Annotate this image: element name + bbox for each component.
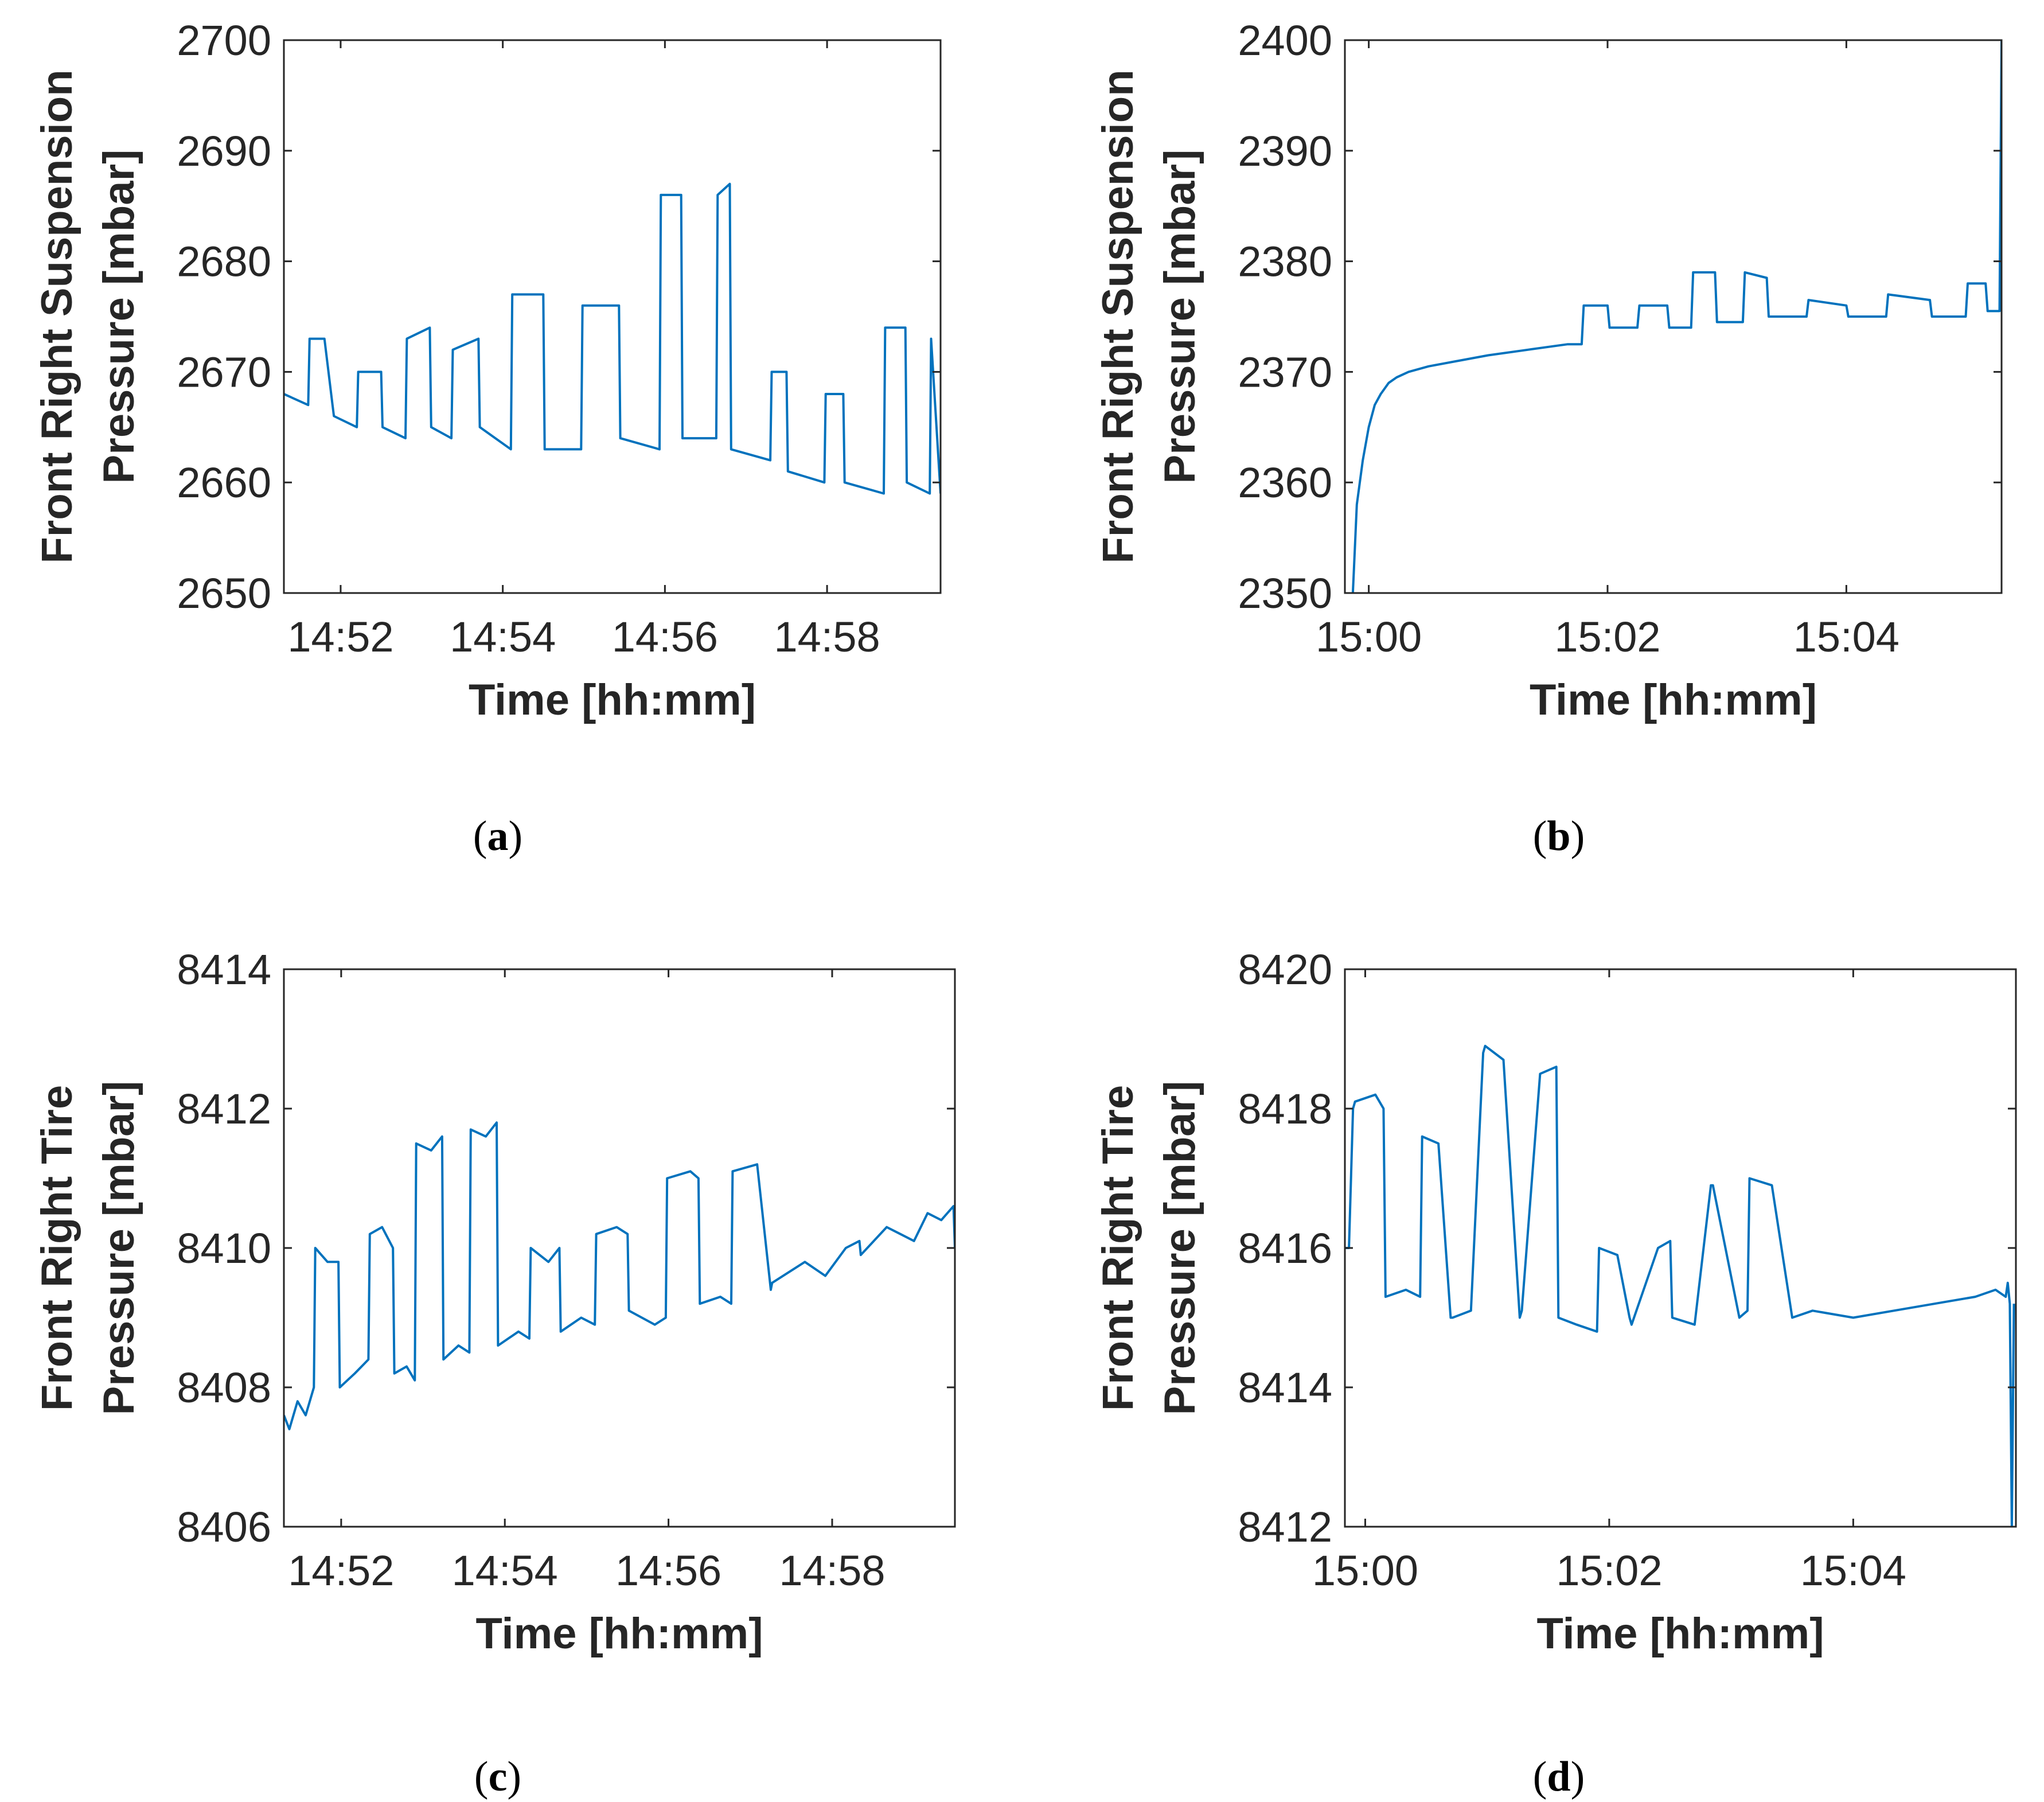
caption-paren: (: [473, 813, 487, 860]
series-line-c-0: [284, 1121, 955, 1430]
x-axis-title: Time [hh:mm]: [475, 1609, 763, 1658]
y-tick-label: 2400: [1238, 17, 1332, 64]
x-tick-label: 15:00: [1316, 613, 1422, 661]
caption-paren: (: [1533, 813, 1547, 860]
x-tick-label: 14:54: [452, 1547, 558, 1594]
caption-paren: (: [1533, 1753, 1547, 1800]
x-axis-title: Time [hh:mm]: [469, 676, 756, 724]
y-axis-title-line-1: Front Right Suspension: [33, 69, 81, 563]
caption-letter: b: [1547, 813, 1570, 860]
caption-letter: d: [1547, 1753, 1570, 1800]
y-tick-label: 2660: [177, 459, 271, 506]
y-tick-label: 8410: [177, 1224, 271, 1272]
x-tick-label: 15:02: [1556, 1547, 1662, 1594]
x-tick-label: 15:04: [1800, 1547, 1906, 1594]
y-tick-label: 8414: [177, 946, 271, 993]
x-tick-label: 14:58: [779, 1547, 885, 1594]
caption-paren: ): [1571, 813, 1585, 860]
x-tick-label: 15:02: [1554, 613, 1660, 661]
y-axis-title-line-2: Pressure [mbar]: [1156, 150, 1204, 484]
y-tick-label: 8408: [177, 1364, 271, 1411]
chart-panel-a: 2650 2660 2670 2680 2690 2700 14:52 14:54 14:56 1…: [33, 17, 942, 860]
y-tick-label: 2380: [1238, 238, 1332, 286]
x-tick-label: 14:56: [612, 613, 718, 661]
panel-caption: (a): [473, 813, 522, 860]
caption-paren: ): [509, 813, 523, 860]
y-tick-label: 2370: [1238, 348, 1332, 396]
caption-paren: ): [507, 1753, 521, 1800]
y-tick-label: 8418: [1238, 1085, 1332, 1133]
y-tick-label: 2670: [177, 348, 271, 396]
series-line-d-0: [1345, 1044, 2015, 1527]
y-tick-label: 2350: [1238, 570, 1332, 617]
y-tick-label: 2360: [1238, 459, 1332, 506]
y-tick-label: 8406: [177, 1503, 271, 1551]
y-axis-title-line-2: Pressure [mbar]: [95, 1081, 143, 1415]
y-tick-label: 8414: [1238, 1364, 1332, 1411]
caption-paren: ): [1571, 1753, 1585, 1800]
panel-caption: (d): [1533, 1753, 1585, 1800]
plot-frame: [283, 39, 942, 594]
x-tick-label: 15:04: [1793, 613, 1899, 661]
panel-caption: (b): [1533, 813, 1585, 860]
chart-panel-c: 8406 8408 8410 8412 8414 14:52 14:54 14:56 14:58…: [33, 946, 956, 1800]
y-axis-title-line-1: Front Right Tire: [33, 1085, 81, 1411]
plot-frame: [283, 968, 956, 1528]
y-tick-label: 2650: [177, 570, 271, 617]
panel-caption: (c): [474, 1753, 521, 1800]
plot-frame: [1344, 39, 2003, 594]
y-axis-title-line-1: Front Right Tire: [1094, 1085, 1142, 1411]
caption-letter: c: [489, 1753, 508, 1800]
x-tick-label: 14:52: [287, 613, 393, 661]
y-tick-label: 8420: [1238, 946, 1332, 993]
y-axis-title-line-1: Front Right Suspension: [1094, 69, 1142, 563]
y-tick-label: 8412: [177, 1085, 271, 1133]
y-tick-label: 2690: [177, 127, 271, 175]
x-tick-label: 15:00: [1312, 1547, 1418, 1594]
series-line-b-0: [1351, 40, 2002, 593]
x-tick-label: 14:58: [774, 613, 880, 661]
x-tick-label: 14:56: [615, 1547, 721, 1594]
caption-letter: a: [487, 813, 509, 860]
series-line-a-0: [284, 182, 941, 495]
y-tick-label: 2390: [1238, 127, 1332, 175]
x-tick-label: 14:54: [450, 613, 556, 661]
y-tick-label: 8416: [1238, 1224, 1332, 1272]
x-axis-title: Time [hh:mm]: [1530, 676, 1817, 724]
caption-paren: (: [474, 1753, 489, 1800]
chart-panel-d: 8412 8414 8416 8418 8420 15:00 15:02 15:04 Time …: [1094, 946, 2017, 1800]
y-axis-title-line-2: Pressure [mbar]: [95, 150, 143, 484]
y-tick-label: 8412: [1238, 1503, 1332, 1551]
x-axis-title: Time [hh:mm]: [1536, 1609, 1824, 1658]
x-tick-label: 14:52: [288, 1547, 394, 1594]
y-tick-label: 2680: [177, 238, 271, 286]
chart-panel-b: 2350 2360 2370 2380 2390 2400 15:00 15:02 15:04 T…: [1094, 17, 2003, 860]
y-axis-title-line-2: Pressure [mbar]: [1156, 1081, 1204, 1415]
y-tick-label: 2700: [177, 17, 271, 64]
